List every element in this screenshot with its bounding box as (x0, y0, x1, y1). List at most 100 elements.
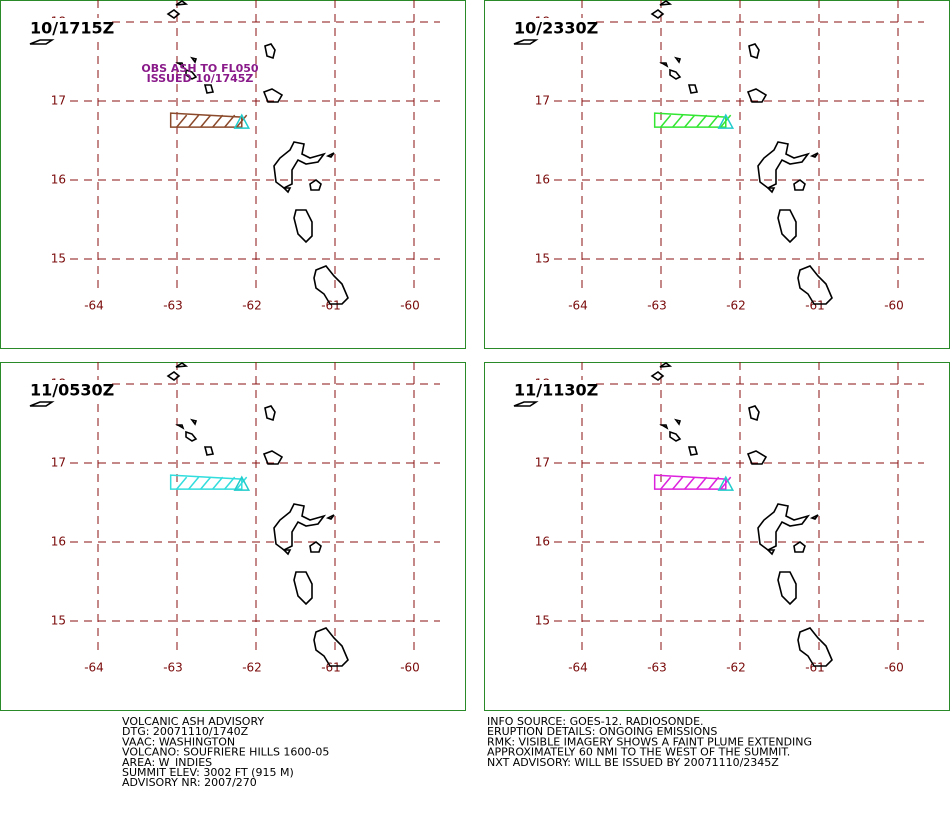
time-label: 10/2330Z (514, 19, 598, 38)
island-outline (809, 514, 819, 520)
island-outline (659, 0, 673, 6)
ash-plume (169, 474, 243, 490)
time-label-bg (28, 18, 108, 38)
advisory-line: VAAC: WASHINGTON (122, 735, 235, 748)
island-outline (309, 541, 322, 553)
plume-hatch (708, 114, 720, 128)
island-outline (746, 450, 768, 465)
plume-hatch (660, 476, 672, 490)
plume-hatch (720, 114, 732, 128)
island-outline (264, 405, 276, 422)
plume-hatch (212, 114, 224, 128)
island-outline (175, 424, 185, 430)
lon-tick-label: -64 (568, 661, 588, 675)
island-outline (797, 265, 833, 305)
island-outline (313, 265, 349, 305)
lon-tick-label: -64 (568, 299, 588, 313)
plume-hatch (188, 476, 200, 490)
lat-tick-label: 17 (535, 94, 550, 108)
island-outline (203, 84, 215, 94)
advisory-line: INFO SOURCE: GOES-12. RADIOSONDE. (487, 715, 704, 728)
time-label: 11/0530Z (30, 381, 114, 400)
time-label: 10/1715Z (30, 19, 114, 38)
ash-plume (653, 112, 727, 128)
plume-hatch (224, 114, 236, 128)
island-outline (262, 88, 284, 103)
plume-hatch (720, 476, 732, 490)
lon-tick-label: -63 (647, 299, 667, 313)
plume-hatch (188, 114, 200, 128)
island-outline (746, 88, 768, 103)
volcano-symbol (233, 113, 251, 129)
island-outline (674, 56, 682, 64)
island-outline (669, 430, 682, 442)
island-outline (659, 62, 669, 68)
island-outline (748, 405, 760, 422)
island-outline (793, 179, 806, 191)
island-outline (766, 187, 776, 194)
lat-tick-label: 17 (51, 456, 66, 470)
island-outline (175, 362, 189, 368)
plume-hatch (212, 476, 224, 490)
lon-tick-label: -60 (400, 661, 420, 675)
plume-hatch (660, 114, 672, 128)
advisory-line: ADVISORY NR: 2007/270 (122, 776, 257, 789)
island-outline (185, 430, 198, 442)
plume-hatch (684, 114, 696, 128)
plume-hatch (672, 114, 684, 128)
advisory-line: APPROXIMATELY 60 NMI TO THE WEST OF THE … (487, 746, 790, 759)
lat-tick-label: 15 (535, 252, 550, 266)
lat-tick-label: 17 (51, 94, 66, 108)
island-outline (748, 43, 760, 60)
lon-tick-label: -62 (242, 299, 262, 313)
lon-tick-label: -60 (884, 299, 904, 313)
lon-tick-label: -61 (321, 299, 341, 313)
ash-plume (169, 112, 243, 128)
island-outline (659, 362, 673, 368)
island-outline (809, 152, 819, 158)
lat-tick-label: 15 (535, 614, 550, 628)
panel-frame (484, 0, 950, 349)
time-label: 11/1130Z (514, 381, 598, 400)
island-outline (325, 152, 335, 158)
volcano-symbol (717, 113, 735, 129)
island-outline (757, 503, 811, 551)
island-outline (669, 68, 682, 80)
plume-hatch (684, 476, 696, 490)
lon-tick-label: -63 (647, 661, 667, 675)
plume-hatch (200, 114, 212, 128)
lat-tick-label: 15 (51, 252, 66, 266)
island-outline (282, 549, 292, 556)
island-outline (166, 371, 181, 381)
lon-tick-label: -60 (400, 299, 420, 313)
advisory-line: RMK: VISIBLE IMAGERY SHOWS A FAINT PLUME… (487, 735, 812, 748)
lon-tick-label: -62 (242, 661, 262, 675)
island-outline (190, 418, 198, 426)
island-outline (190, 56, 198, 64)
island-outline (175, 62, 185, 68)
advisory-line: VOLCANIC ASH ADVISORY (122, 715, 264, 728)
plume-hatch (708, 476, 720, 490)
map-panel: -64-63-62-61-601817161510/2330Z (484, 0, 950, 349)
lon-tick-label: -62 (726, 661, 746, 675)
panel-frame (484, 362, 950, 711)
island-outline (273, 503, 327, 551)
island-outline (687, 84, 699, 94)
island-outline (293, 571, 313, 606)
island-outline (29, 401, 55, 407)
time-label-bg (512, 18, 592, 38)
island-outline (513, 401, 539, 407)
lat-tick-label: 16 (535, 535, 550, 549)
lat-tick-label: 17 (535, 456, 550, 470)
island-outline (185, 68, 198, 80)
island-outline (203, 446, 215, 456)
island-outline (293, 209, 313, 244)
plume-hatch (696, 476, 708, 490)
volcano-symbol (717, 475, 735, 491)
advisory-line: AREA: W_INDIES (122, 756, 212, 769)
lon-tick-label: -61 (805, 299, 825, 313)
map-panel: -64-63-62-61-601817161511/0530Z (0, 362, 466, 711)
lon-tick-label: -64 (84, 661, 104, 675)
lat-tick-label: 16 (535, 173, 550, 187)
